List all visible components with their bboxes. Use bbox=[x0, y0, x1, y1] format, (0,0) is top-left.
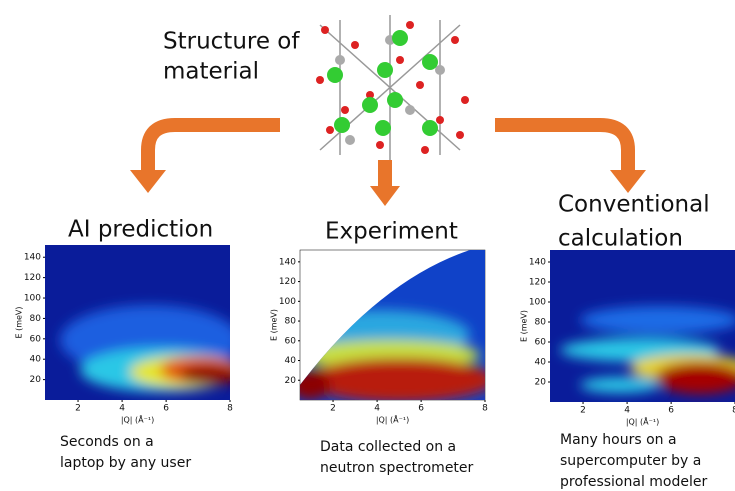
y-tick-label: 120 bbox=[529, 278, 546, 288]
y-tick-label: 60 bbox=[285, 336, 297, 346]
caption: laptop by any user bbox=[60, 455, 191, 471]
arrow-heads bbox=[130, 170, 646, 206]
y-tick-label: 40 bbox=[30, 355, 42, 365]
x-tick-label: 6 bbox=[163, 404, 169, 414]
y-tick-label: 120 bbox=[279, 277, 296, 287]
y-tick-label: 80 bbox=[285, 317, 297, 327]
x-tick-label: 2 bbox=[580, 406, 586, 416]
x-tick-label: 6 bbox=[668, 406, 674, 416]
caption: Many hours on a bbox=[560, 432, 677, 448]
x-axis-label: |Q| (Å⁻¹) bbox=[626, 416, 659, 427]
crystal-structure bbox=[316, 15, 469, 160]
structure-label: Structure of bbox=[163, 29, 300, 55]
y-tick-label: 60 bbox=[30, 334, 42, 344]
y-tick-label: 20 bbox=[535, 378, 547, 388]
caption: Data collected on a bbox=[320, 439, 456, 455]
y-tick-label: 60 bbox=[535, 338, 547, 348]
x-tick-label: 8 bbox=[482, 404, 488, 414]
x-axis-label: |Q| (Å⁻¹) bbox=[121, 414, 154, 425]
x-tick-label: 2 bbox=[75, 404, 81, 414]
panel-title: Experiment bbox=[325, 219, 458, 245]
y-tick-label: 80 bbox=[30, 314, 42, 324]
y-axis-label: E (meV) bbox=[15, 306, 24, 338]
heatmap bbox=[45, 245, 230, 400]
x-tick-label: 8 bbox=[732, 406, 735, 416]
y-tick-label: 40 bbox=[535, 358, 547, 368]
caption: professional modeler bbox=[560, 474, 707, 490]
y-tick-label: 100 bbox=[529, 298, 546, 308]
x-axis-label: |Q| (Å⁻¹) bbox=[376, 414, 409, 425]
x-tick-label: 2 bbox=[330, 404, 336, 414]
x-tick-label: 4 bbox=[624, 406, 630, 416]
x-tick-label: 6 bbox=[418, 404, 424, 414]
y-tick-label: 140 bbox=[529, 258, 546, 268]
y-tick-label: 100 bbox=[24, 294, 41, 304]
y-tick-label: 40 bbox=[285, 356, 297, 366]
panel-title: calculation bbox=[558, 226, 683, 252]
y-tick-label: 120 bbox=[24, 273, 41, 283]
y-tick-label: 140 bbox=[279, 257, 296, 267]
caption: neutron spectrometer bbox=[320, 460, 474, 476]
caption: supercomputer by a bbox=[560, 453, 701, 469]
heatmap bbox=[550, 250, 735, 402]
y-tick-label: 80 bbox=[535, 318, 547, 328]
caption: Seconds on a bbox=[60, 434, 154, 450]
y-tick-label: 20 bbox=[285, 376, 297, 386]
y-axis-label: E (meV) bbox=[520, 310, 529, 342]
structure-label: material bbox=[163, 59, 259, 85]
y-axis-label: E (meV) bbox=[270, 309, 279, 341]
y-tick-label: 100 bbox=[279, 297, 296, 307]
panel-title: AI prediction bbox=[68, 217, 213, 243]
x-tick-label: 4 bbox=[374, 404, 380, 414]
panel-title: Conventional bbox=[558, 192, 710, 218]
x-tick-label: 8 bbox=[227, 404, 233, 414]
y-tick-label: 20 bbox=[30, 375, 42, 385]
x-tick-label: 4 bbox=[119, 404, 125, 414]
arrows bbox=[141, 118, 635, 188]
y-tick-label: 140 bbox=[24, 253, 41, 263]
